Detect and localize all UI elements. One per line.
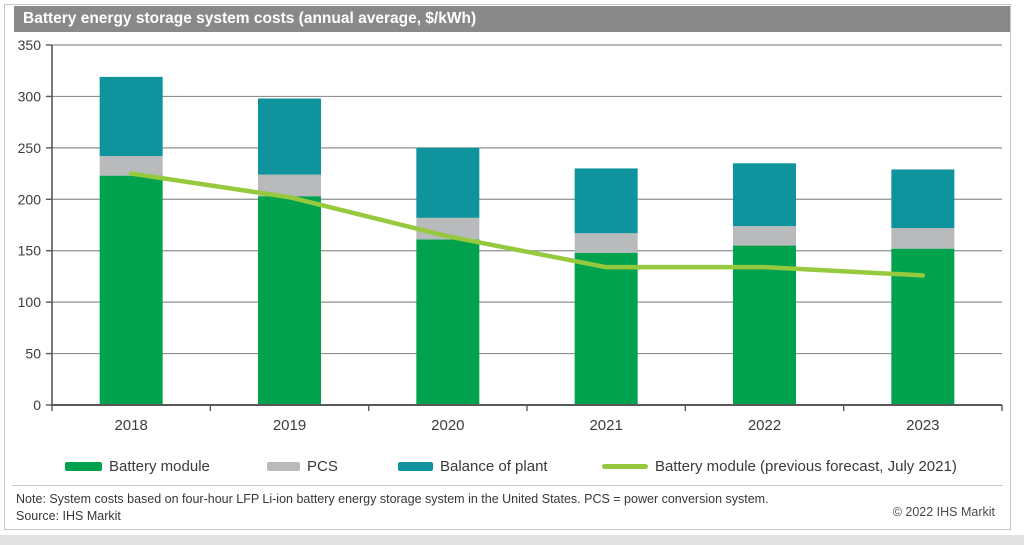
- line-series-battery-module-previous-forecast-july-2021: [128, 171, 926, 278]
- battery-module-swatch-icon: [65, 461, 102, 471]
- bar-segment-pcs-2021: [574, 233, 638, 253]
- x-axis-label-2023: 2023: [906, 417, 939, 434]
- x-axis-label-2018: 2018: [114, 417, 147, 434]
- bar-segment-balance-of-plant-2020: [416, 147, 480, 218]
- footnote-text: Note: System costs based on four-hour LF…: [16, 492, 769, 506]
- bar-segment-battery-module-2021: [574, 252, 638, 405]
- source-text: Source: IHS Markit: [16, 509, 121, 523]
- copyright-text: © 2022 IHS Markit: [892, 505, 995, 519]
- chart-panel: Battery energy storage system costs (ann…: [4, 4, 1011, 530]
- y-axis-label-100: 100: [18, 294, 42, 310]
- bar-segment-pcs-2018: [99, 156, 163, 176]
- legend: Battery module PCS Balance of plant Batt…: [5, 457, 1010, 475]
- forecast-line-swatch-icon: [602, 463, 648, 469]
- balance-of-plant-swatch-icon: [398, 461, 433, 471]
- y-axis-label-250: 250: [18, 140, 42, 156]
- y-axis-label-150: 150: [18, 243, 42, 259]
- y-axis-label-300: 300: [18, 88, 42, 104]
- bar-segment-balance-of-plant-2019: [258, 98, 321, 175]
- bottom-shadow: [0, 535, 1024, 545]
- bar-segment-battery-module-2019: [258, 196, 321, 405]
- x-axis-label-2020: 2020: [431, 417, 464, 434]
- legend-item-balance-of-plant: Balance of plant: [398, 457, 548, 475]
- bar-segment-balance-of-plant-2022: [733, 163, 796, 227]
- legend-label-forecast: Battery module (previous forecast, July …: [655, 457, 957, 475]
- x-axis-label-2021: 2021: [589, 417, 622, 434]
- bar-segment-balance-of-plant-2021: [574, 168, 638, 234]
- y-axis-label-200: 200: [18, 191, 42, 207]
- bar-segment-balance-of-plant-2018: [99, 76, 163, 157]
- bar-segment-pcs-2019: [258, 174, 321, 197]
- y-axis-label-0: 0: [33, 397, 41, 413]
- chart-canvas: 0 50 100 150 200 250 300 350 2018 2019 2020 2021 202…: [18, 37, 1003, 434]
- y-axis-label-350: 350: [18, 37, 42, 53]
- chart-title-bar: Battery energy storage system costs (ann…: [14, 6, 1010, 32]
- x-axis-label-2022: 2022: [748, 417, 781, 434]
- legend-item-pcs: PCS: [267, 457, 338, 475]
- y-axis-label-50: 50: [25, 346, 41, 362]
- bar-segment-pcs-2022: [733, 226, 796, 246]
- bar-segment-battery-module-2018: [99, 175, 163, 405]
- pcs-swatch-icon: [267, 461, 300, 471]
- x-axis-label-2019: 2019: [273, 417, 306, 434]
- legend-label-battery-module: Battery module: [109, 457, 210, 475]
- bar-segment-battery-module-2022: [733, 245, 796, 405]
- bar-segment-battery-module-2020: [416, 239, 480, 405]
- legend-item-forecast: Battery module (previous forecast, July …: [602, 457, 957, 475]
- legend-label-balance-of-plant: Balance of plant: [440, 457, 548, 475]
- legend-item-battery-module: Battery module: [65, 457, 210, 475]
- bar-segment-balance-of-plant-2023: [891, 169, 955, 229]
- chart-title: Battery energy storage system costs (ann…: [23, 10, 477, 27]
- legend-label-pcs: PCS: [307, 457, 338, 475]
- bar-segment-pcs-2023: [891, 228, 955, 249]
- footer-divider: [12, 485, 1003, 486]
